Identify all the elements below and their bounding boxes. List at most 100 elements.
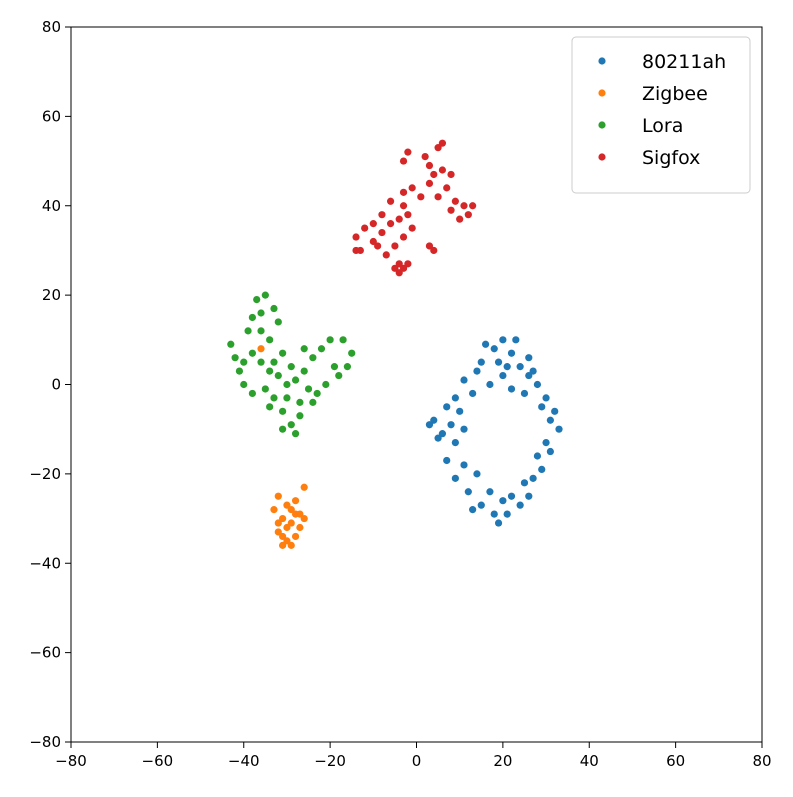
legend-marker — [598, 57, 606, 65]
point — [274, 528, 282, 536]
point — [438, 430, 447, 438]
legend: 80211ah Zigbee Lora Sigfox — [571, 36, 751, 194]
point — [330, 363, 339, 371]
point — [512, 336, 520, 344]
point — [248, 349, 256, 357]
point — [291, 510, 300, 518]
point — [417, 193, 425, 201]
point — [253, 295, 261, 304]
point — [430, 246, 438, 255]
point — [477, 358, 485, 366]
point — [296, 523, 304, 532]
point — [291, 376, 300, 384]
point — [283, 523, 291, 532]
point — [309, 398, 317, 406]
point — [443, 456, 451, 465]
point — [300, 514, 308, 523]
point — [369, 237, 377, 246]
point — [335, 371, 343, 380]
point — [460, 376, 468, 384]
point — [425, 242, 434, 250]
x-tick-label: −60 — [142, 752, 174, 770]
x-tick-label: −40 — [228, 752, 260, 770]
point — [283, 537, 291, 545]
x-tick-label: 20 — [493, 752, 512, 770]
point — [404, 148, 412, 156]
point — [533, 380, 542, 389]
point — [227, 340, 235, 348]
point — [499, 497, 507, 505]
point — [425, 161, 434, 170]
point — [456, 407, 464, 415]
point — [507, 385, 516, 393]
point — [348, 349, 356, 357]
point — [460, 461, 468, 469]
point — [516, 501, 524, 509]
point — [391, 264, 399, 272]
point — [374, 242, 382, 250]
point — [274, 318, 282, 326]
point — [399, 264, 408, 272]
point — [244, 327, 252, 335]
point — [451, 394, 459, 402]
point — [404, 211, 412, 219]
legend-marker — [598, 153, 606, 161]
point — [287, 519, 295, 527]
point — [546, 447, 554, 456]
point — [460, 425, 468, 433]
point — [525, 371, 533, 380]
point — [447, 170, 455, 179]
point — [425, 179, 434, 188]
x-tick-label: 80 — [752, 752, 771, 770]
point — [404, 260, 412, 268]
point — [421, 152, 429, 161]
point — [494, 519, 503, 527]
point — [443, 403, 451, 411]
point — [382, 251, 390, 259]
point — [529, 474, 537, 482]
legend-marker — [598, 89, 606, 97]
point — [399, 233, 408, 241]
point — [460, 202, 468, 210]
legend-box — [571, 36, 751, 194]
point — [291, 532, 300, 541]
point — [257, 358, 265, 366]
point — [287, 506, 295, 514]
point — [266, 403, 274, 411]
point — [283, 501, 291, 509]
point — [529, 367, 537, 375]
point — [395, 260, 403, 268]
point — [399, 157, 408, 165]
point — [399, 188, 408, 196]
y-tick-label: 80 — [42, 18, 61, 36]
point — [235, 367, 244, 375]
point — [464, 211, 472, 219]
point — [542, 438, 550, 447]
point — [391, 242, 399, 250]
point — [434, 434, 442, 442]
point — [326, 336, 334, 344]
point — [451, 438, 459, 447]
point — [369, 220, 377, 228]
point — [291, 497, 300, 505]
point — [395, 269, 403, 277]
legend-marker — [598, 121, 606, 129]
point — [270, 304, 278, 313]
point — [447, 421, 455, 429]
point — [469, 389, 477, 398]
point — [283, 380, 291, 389]
point — [386, 197, 395, 205]
point — [279, 425, 287, 433]
point — [464, 488, 472, 496]
point — [279, 514, 287, 523]
y-tick-label: 0 — [51, 376, 61, 394]
point — [542, 394, 550, 402]
legend-label: 80211ah — [642, 51, 726, 73]
point — [270, 358, 278, 366]
point — [287, 541, 295, 549]
y-tick-label: −80 — [29, 733, 61, 751]
point — [430, 170, 438, 179]
point — [434, 144, 442, 152]
point — [352, 233, 360, 241]
point — [240, 358, 248, 366]
